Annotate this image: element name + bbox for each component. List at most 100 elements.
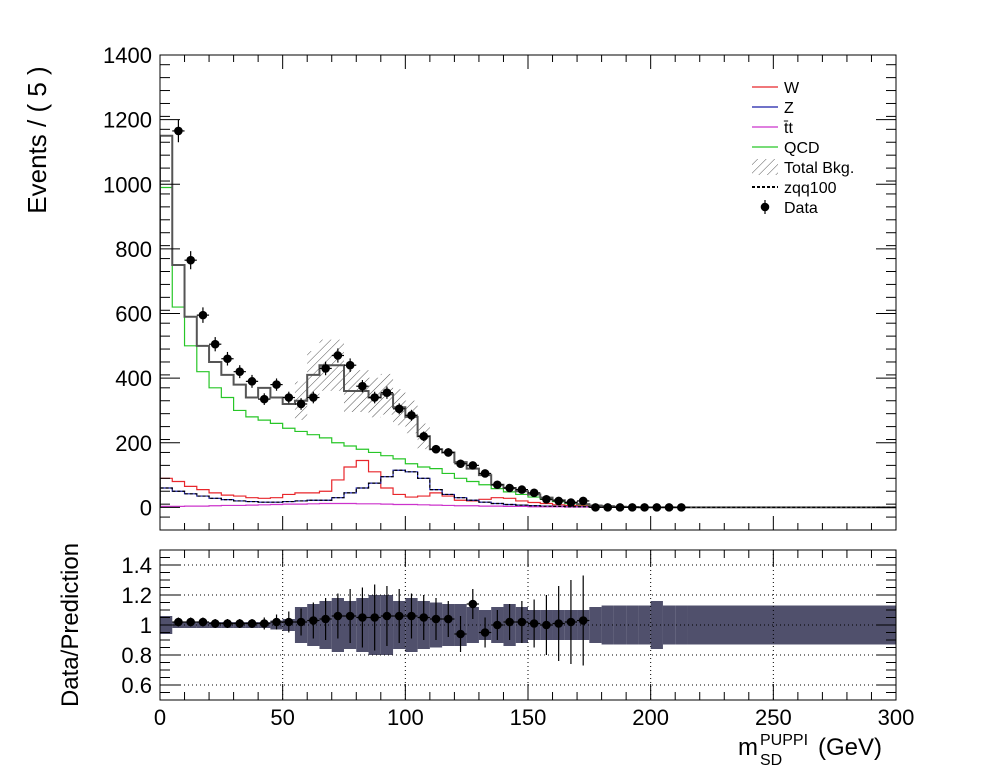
x-axis-title-sup: PUPPI (760, 732, 808, 749)
main-plot-area (160, 55, 896, 530)
legend-entry: QCD (752, 140, 820, 157)
ratio-point (296, 617, 306, 627)
data-point (210, 339, 220, 349)
x-axis-title-main: m (738, 734, 758, 761)
data-point (333, 351, 343, 360)
ratio-y-tick-label: 1.2 (121, 583, 152, 608)
ratio-x-tick-label: 250 (755, 705, 792, 730)
ratio-point (358, 613, 367, 622)
ratio-y-tick-label: 0.8 (121, 643, 152, 668)
ratio-point (235, 619, 245, 628)
ratio-uncertainty-bin (675, 605, 688, 645)
y-tick-label: 1200 (103, 108, 152, 133)
legend-entry: zqq100 (752, 180, 837, 197)
data-point (198, 310, 208, 320)
series-line-zqq100 (160, 469, 896, 508)
legend-label: zqq100 (784, 180, 837, 197)
main-series-group (160, 119, 896, 512)
ratio-point (517, 617, 527, 627)
ratio-point (542, 620, 551, 630)
legend-label: Total Bkg. (784, 160, 854, 177)
ratio-point (370, 613, 379, 622)
data-point (370, 393, 379, 402)
ratio-x-tick-label: 200 (632, 705, 669, 730)
ratio-point (493, 620, 502, 630)
legend-label: QCD (784, 140, 820, 157)
ratio-panel: 0.6 0.8 1 1.2 1.4 0 50 100 150 200 250 300 Data/Pred… (57, 536, 926, 769)
data-point (578, 496, 588, 506)
data-point (382, 388, 392, 397)
data-point (468, 461, 478, 470)
ratio-point (443, 614, 453, 624)
data-point (296, 399, 306, 409)
legend-label: t̄t (783, 120, 793, 137)
data-point (652, 503, 662, 512)
ratio-point (456, 629, 465, 639)
data-point (554, 496, 563, 506)
data-point (603, 503, 613, 512)
ratio-point (223, 619, 232, 628)
ratio-x-tick-label: 100 (387, 705, 424, 730)
y-tick-label: 400 (115, 366, 152, 391)
data-point (480, 469, 490, 478)
ratio-point (272, 617, 281, 627)
ratio-point (210, 619, 220, 628)
ratio-point (321, 614, 330, 624)
legend-entry: Total Bkg. (752, 159, 854, 177)
data-point (345, 360, 355, 370)
data-point (419, 431, 429, 441)
ratio-point (566, 617, 576, 627)
data-point (284, 393, 294, 402)
ratio-y-tick-label: 1 (140, 613, 152, 638)
ratio-y-tick-label: 0.6 (121, 673, 152, 698)
ratio-point (198, 617, 208, 627)
data-point (309, 393, 318, 402)
main-panel: 0200400600800100012001400050100150200250… (22, 43, 914, 557)
ratio-x-tick-label: 300 (878, 705, 915, 730)
legend-swatch-hatch (752, 159, 778, 175)
ratio-uncertainty-bin (601, 605, 614, 645)
data-point (627, 503, 637, 512)
data-point (517, 485, 527, 494)
data-point (493, 480, 502, 490)
ratio-point (578, 616, 588, 625)
y-tick-label: 800 (115, 237, 152, 262)
data-point (235, 367, 245, 376)
legend-label: W (784, 80, 800, 97)
ratio-series-group (160, 550, 896, 700)
y-tick-label: 0 (140, 495, 152, 520)
x-axis-title-unit: (GeV) (818, 734, 882, 761)
ratio-uncertainty-bin (589, 607, 602, 643)
data-point (186, 255, 195, 265)
ratio-uncertainty-bin (687, 605, 896, 645)
ratio-x-tick-label: 50 (270, 705, 294, 730)
data-point (174, 126, 183, 136)
y-tick-label: 1000 (103, 172, 152, 197)
y-tick-label: 200 (115, 431, 152, 456)
ratio-point (505, 617, 514, 627)
ratio-point (284, 617, 294, 627)
data-point (407, 410, 416, 420)
ratio-y-tick-label: 1.4 (121, 553, 152, 578)
legend: WZt̄t QCD Total Bkg. zqq100 Data (752, 80, 854, 217)
data-point (223, 354, 232, 364)
data-point (321, 364, 330, 373)
ratio-point (431, 614, 441, 624)
data-point (591, 503, 600, 512)
ratio-point (247, 619, 257, 628)
x-axis-title: m PUPPI SD (GeV) (738, 732, 882, 769)
legend-label: Z (784, 100, 794, 117)
data-point (664, 503, 674, 512)
data-point (615, 503, 625, 512)
y-tick-label: 600 (115, 302, 152, 327)
legend-entry: W (752, 80, 800, 97)
ratio-point (407, 611, 416, 621)
ratio-point (468, 599, 478, 609)
legend-entry: t̄t (752, 120, 793, 137)
data-point (640, 503, 649, 512)
ratio-point (480, 628, 490, 637)
ratio-y-axis-title: Data/Prediction (57, 543, 84, 707)
data-point (431, 444, 441, 454)
ratio-point (382, 611, 392, 621)
